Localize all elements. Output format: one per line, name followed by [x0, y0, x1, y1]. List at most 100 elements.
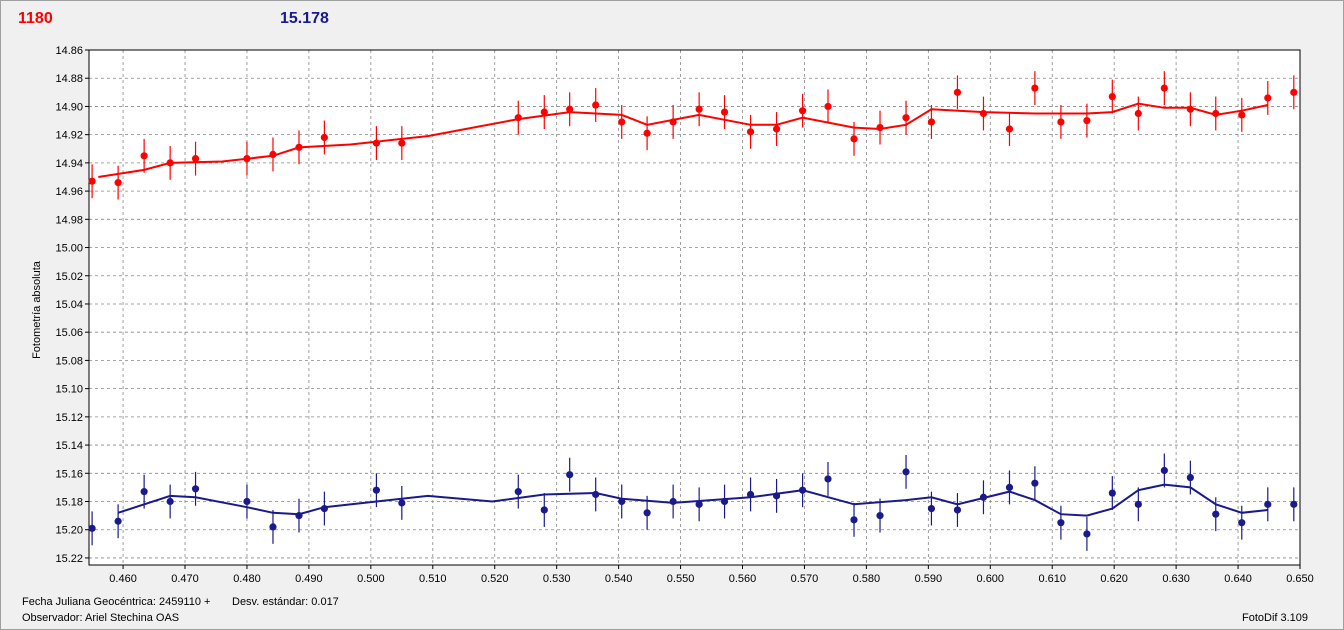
series-0-point [320, 133, 328, 142]
x-tick-label: 0.600 [977, 573, 1005, 585]
y-tick-label: 14.90 [55, 101, 83, 113]
y-tick-label: 15.04 [55, 299, 83, 311]
series-0-point [824, 102, 832, 111]
series-1-point [876, 512, 884, 520]
x-tick-label: 0.530 [543, 573, 571, 585]
series-1-point [979, 493, 988, 501]
header-right-value: 15.178 [280, 10, 329, 27]
series-0-point [618, 118, 626, 126]
series-1-point [1186, 473, 1194, 482]
y-tick-label: 15.18 [55, 497, 83, 509]
series-1-point [720, 497, 729, 506]
series-0-point [927, 118, 936, 126]
series-1-point [643, 509, 651, 517]
series-0-point [269, 150, 277, 159]
series-0-point [746, 128, 755, 136]
series-0-point [876, 124, 884, 132]
observer-label: Observador: Ariel Stechina OAS [22, 612, 180, 624]
series-0-point [1005, 125, 1014, 133]
series-1-point [1031, 479, 1039, 487]
series-1-point [1083, 530, 1091, 538]
series-0-point [1083, 116, 1091, 125]
x-tick-label: 0.650 [1286, 573, 1314, 585]
series-1-point [902, 468, 910, 476]
x-tick-label: 0.570 [791, 573, 819, 585]
series-0-point [191, 155, 200, 163]
series-0-point [140, 152, 148, 160]
series-1-point [953, 506, 962, 514]
x-tick-label: 0.470 [171, 573, 199, 585]
series-0-point [850, 135, 858, 143]
series-1-point [514, 488, 522, 496]
series-0-point [1186, 105, 1194, 113]
y-axis-label: Fotometría absoluta [31, 261, 43, 359]
series-0-point [953, 88, 962, 96]
series-1-point [372, 486, 381, 494]
series-0-fit-line [98, 102, 1269, 178]
y-tick-label: 15.00 [55, 243, 83, 255]
series-1-point [1212, 510, 1220, 518]
x-tick-label: 0.520 [481, 573, 509, 585]
x-tick-label: 0.630 [1162, 573, 1190, 585]
x-tick-label: 0.550 [667, 573, 695, 585]
series-1-point [166, 497, 174, 506]
x-tick-label: 0.490 [295, 573, 323, 585]
x-tick-label: 0.510 [419, 573, 447, 585]
header-left-value: 1180 [18, 10, 53, 27]
y-tick-label: 15.20 [55, 525, 83, 537]
y-tick-label: 14.96 [55, 186, 83, 198]
series-1-point [1238, 519, 1246, 527]
y-tick-label: 15.06 [55, 327, 83, 339]
series-1-point [1057, 519, 1065, 527]
series-0-point [1134, 109, 1142, 118]
series-1-point [669, 497, 677, 506]
x-tick-label: 0.590 [915, 573, 943, 585]
series-1-point [850, 516, 858, 524]
plot-area [89, 50, 1300, 565]
series-0-point [514, 114, 522, 122]
series-0-point [540, 108, 548, 116]
y-tick-label: 14.94 [55, 158, 83, 170]
y-tick-label: 15.12 [55, 412, 83, 424]
y-tick-label: 15.14 [55, 440, 83, 452]
series-0-point [669, 118, 677, 126]
series-1-point [824, 475, 832, 483]
x-tick-label: 0.610 [1038, 573, 1066, 585]
series-0-point [979, 109, 988, 118]
series-0-point [592, 101, 600, 109]
series-1-point [798, 486, 807, 494]
series-0-point [1108, 92, 1116, 101]
series-1-point [269, 523, 277, 531]
series-1-point [540, 506, 548, 514]
x-tick-label: 0.500 [357, 573, 385, 585]
series-0-point [566, 105, 574, 113]
x-tick-label: 0.560 [729, 573, 757, 585]
series-0-point [1238, 111, 1246, 119]
series-0-point [772, 125, 781, 133]
series-0-point [1160, 84, 1168, 92]
series-1-point [191, 485, 200, 493]
series-1-point [243, 497, 251, 506]
x-tick-label: 0.620 [1100, 573, 1128, 585]
series-1-point [566, 471, 574, 479]
x-tick-label: 0.540 [605, 573, 633, 585]
series-1-point [1005, 483, 1014, 491]
series-0-point [166, 159, 174, 167]
series-1-point [295, 512, 303, 520]
series-1-point [592, 490, 600, 499]
series-1-point [1264, 500, 1272, 508]
series-1-point [618, 497, 626, 506]
series-1-point [398, 499, 406, 507]
series-0-point [295, 143, 303, 151]
series-0-point [372, 139, 381, 147]
series-0-point [1212, 109, 1220, 118]
series-1-point [140, 488, 148, 496]
software-version: FotoDif 3.109 [1242, 612, 1309, 624]
series-0-point [1264, 94, 1272, 102]
y-tick-label: 14.98 [55, 214, 83, 226]
series-1-point [1290, 500, 1298, 508]
series-1-point [772, 492, 781, 500]
y-tick-label: 15.08 [55, 355, 83, 367]
series-0-point [243, 155, 251, 163]
